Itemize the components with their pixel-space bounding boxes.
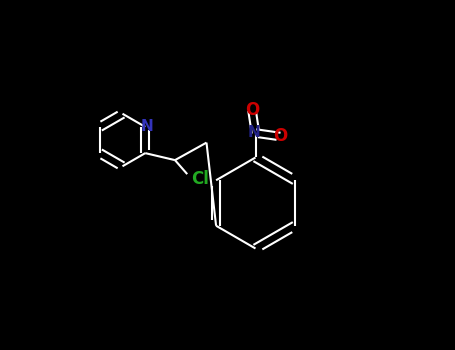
Text: O: O [245,101,259,119]
Text: N: N [248,126,260,140]
Text: N: N [141,119,153,134]
Text: Cl: Cl [191,170,208,188]
Text: O: O [273,127,287,146]
